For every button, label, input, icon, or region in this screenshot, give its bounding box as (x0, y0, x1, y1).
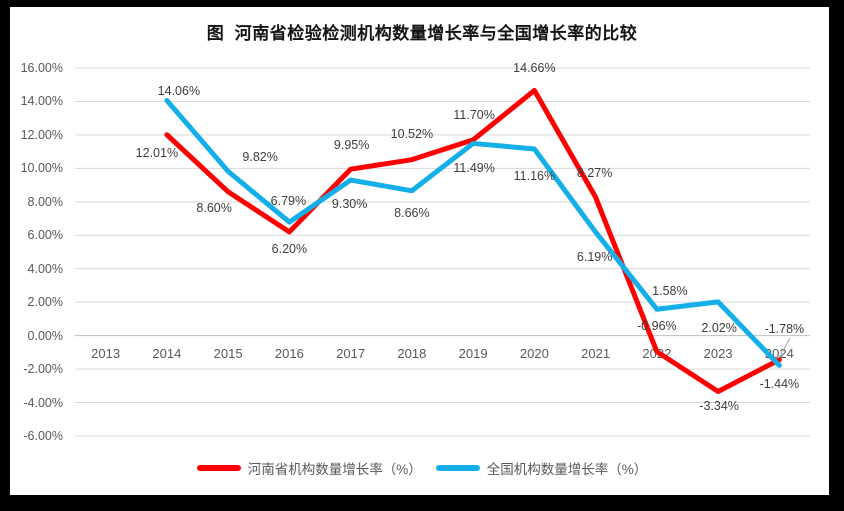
y-axis-label: -4.00% (23, 395, 63, 410)
data-label: 1.58% (652, 284, 688, 299)
data-label: 11.70% (453, 107, 495, 122)
y-axis-label: 14.00% (20, 94, 63, 109)
data-label: 14.66% (513, 61, 556, 76)
legend-item-national: 全国机构数量增长率（%） (435, 458, 648, 478)
y-axis-label: 16.00% (20, 61, 63, 75)
x-axis-label: 2021 (581, 346, 611, 361)
y-axis-label: -6.00% (23, 429, 63, 443)
y-axis-label: -2.00% (23, 362, 63, 377)
x-axis-label: 2017 (336, 346, 366, 361)
data-label: 9.95% (333, 138, 370, 153)
series-line-henan (164, 87, 782, 395)
data-label: 9.82% (242, 150, 278, 165)
x-axis-label: 2013 (91, 346, 121, 361)
y-axis-label: 8.00% (27, 194, 63, 209)
data-label: -3.34% (699, 398, 739, 413)
label-leader-line (778, 337, 791, 359)
x-axis-label: 2015 (213, 346, 243, 361)
data-label: 12.01% (135, 145, 179, 160)
series-line-national (164, 97, 782, 368)
data-label: 11.49% (453, 161, 495, 176)
chart-title: 图 河南省检验检测机构数量增长率与全国增长率的比较 (206, 24, 638, 43)
x-axis-label: 2016 (274, 346, 304, 361)
data-label: -1.44% (759, 376, 800, 391)
data-label: 6.19% (576, 250, 613, 265)
x-axis-label: 2023 (703, 346, 733, 361)
legend-swatch-henan-icon (196, 465, 241, 471)
x-axis-label: 2014 (152, 346, 182, 361)
y-axis-label: 4.00% (27, 261, 63, 276)
data-label: 9.30% (331, 197, 368, 212)
legend-label-national: 全国机构数量增长率（%） (486, 462, 648, 477)
data-label: 14.06% (157, 84, 201, 99)
y-axis-label: 10.00% (20, 161, 63, 176)
data-label: 8.27% (576, 166, 613, 181)
data-label: 10.52% (390, 126, 434, 141)
data-label: 2.02% (701, 320, 737, 335)
x-axis-label: 2019 (458, 346, 488, 361)
y-axis-label: 0.00% (27, 328, 63, 343)
legend-item-henan: 河南省机构数量增长率（%） (196, 458, 422, 478)
legend: 河南省机构数量增长率（%） 全国机构数量增长率（%） (0, 458, 844, 478)
data-label: 8.60% (196, 200, 232, 215)
y-axis-label: 2.00% (27, 295, 63, 310)
y-axis-label: 6.00% (27, 228, 63, 243)
chart-area (10, 7, 829, 495)
data-label: -1.78% (764, 322, 805, 337)
x-axis-label: 2020 (519, 346, 549, 361)
data-label: 8.66% (394, 205, 430, 220)
data-label: -0.96% (637, 318, 677, 333)
y-axis-label: 12.00% (20, 127, 63, 142)
legend-swatch-national-icon (435, 465, 480, 471)
legend-label-henan: 河南省机构数量增长率（%） (247, 462, 422, 477)
data-label: 6.79% (270, 194, 307, 209)
data-label: 6.20% (271, 241, 308, 256)
data-label: 11.16% (513, 168, 556, 183)
x-axis-label: 2018 (397, 346, 427, 361)
